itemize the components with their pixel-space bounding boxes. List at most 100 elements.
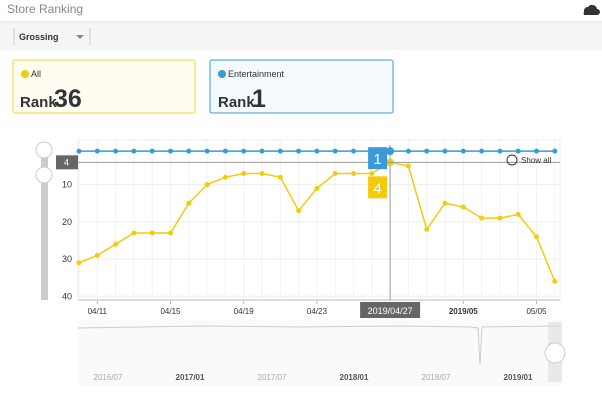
point bbox=[241, 148, 247, 154]
point bbox=[186, 200, 192, 206]
point bbox=[351, 148, 356, 154]
point bbox=[332, 148, 338, 154]
scroll-handle[interactable] bbox=[35, 166, 53, 184]
point bbox=[241, 170, 247, 176]
navigator-line bbox=[77, 325, 561, 366]
point bbox=[222, 148, 228, 154]
point bbox=[460, 204, 466, 210]
x-tick-label: 2019/05 bbox=[449, 307, 478, 316]
zoom-icon[interactable] bbox=[506, 154, 518, 166]
point bbox=[332, 170, 338, 176]
point bbox=[314, 148, 320, 154]
point bbox=[386, 147, 395, 156]
y-scrollbar[interactable] bbox=[41, 145, 48, 300]
card bbox=[12, 59, 196, 114]
point bbox=[259, 148, 265, 154]
scroll-handle[interactable] bbox=[35, 141, 53, 159]
point bbox=[351, 170, 356, 176]
point bbox=[497, 148, 503, 154]
point bbox=[113, 148, 119, 154]
tooltip-value: 1 bbox=[373, 151, 381, 168]
x-tick-label: 04/23 bbox=[307, 307, 328, 316]
point bbox=[552, 278, 558, 284]
point bbox=[479, 215, 485, 221]
point bbox=[259, 170, 265, 176]
navigator-label: 2017/01 bbox=[176, 373, 205, 382]
point bbox=[222, 174, 228, 180]
card-rank: 1 bbox=[252, 85, 266, 113]
y-cursor-box bbox=[56, 155, 78, 170]
card-rank: 36 bbox=[54, 85, 82, 113]
point bbox=[515, 211, 521, 217]
x-cursor-box bbox=[360, 302, 421, 318]
toolbar bbox=[0, 23, 602, 50]
point bbox=[442, 148, 448, 154]
point bbox=[479, 148, 485, 154]
dropdown-arrow[interactable] bbox=[76, 35, 84, 39]
x-tick-label: 04/11 bbox=[88, 307, 108, 316]
point bbox=[534, 148, 539, 154]
point bbox=[460, 148, 466, 154]
point bbox=[552, 148, 558, 154]
point bbox=[442, 200, 448, 206]
point bbox=[296, 148, 302, 154]
point bbox=[76, 148, 82, 154]
point bbox=[515, 148, 521, 154]
point bbox=[405, 163, 411, 169]
point bbox=[277, 174, 283, 180]
card-label: Rank bbox=[20, 94, 57, 111]
point bbox=[94, 252, 100, 258]
y-tick-label: 10 bbox=[62, 180, 72, 190]
y-tick-label: 40 bbox=[62, 291, 72, 301]
navigator-label: 2019/01 bbox=[504, 373, 533, 382]
navigator[interactable] bbox=[78, 320, 562, 385]
point bbox=[277, 148, 283, 154]
tooltip-value: 4 bbox=[373, 180, 381, 197]
point bbox=[296, 208, 302, 214]
x-tick-label: 04/19 bbox=[234, 307, 255, 316]
point bbox=[424, 226, 430, 232]
point bbox=[94, 148, 100, 154]
navigator-label: 2018/01 bbox=[340, 373, 369, 382]
tooltip bbox=[368, 176, 388, 199]
point bbox=[186, 148, 192, 154]
card-name: All bbox=[31, 69, 41, 79]
navigator-handle[interactable] bbox=[544, 342, 566, 364]
point bbox=[204, 148, 210, 154]
card-dot bbox=[21, 70, 29, 78]
y-tick-label: 20 bbox=[62, 217, 72, 227]
point bbox=[168, 230, 173, 236]
x-tick-label: 05/05 bbox=[526, 307, 547, 316]
y-tick-label: 30 bbox=[62, 254, 72, 264]
navigator-label: 2017/07 bbox=[258, 373, 287, 382]
tooltip bbox=[368, 147, 388, 170]
point bbox=[131, 148, 137, 154]
point bbox=[149, 148, 155, 154]
navigator-label: 2018/07 bbox=[422, 373, 451, 382]
point bbox=[424, 148, 430, 154]
point bbox=[168, 148, 173, 154]
page-title: Store Ranking bbox=[7, 2, 83, 16]
point bbox=[131, 230, 137, 236]
zoom-reset[interactable]: Show all bbox=[521, 156, 551, 165]
y-cursor-label: 4 bbox=[64, 157, 69, 167]
point bbox=[149, 230, 155, 236]
x-cursor-label: 2019/04/27 bbox=[368, 306, 413, 316]
point bbox=[314, 185, 320, 191]
point bbox=[204, 182, 210, 188]
point bbox=[405, 148, 411, 154]
card-name: Entertainment bbox=[228, 69, 285, 79]
card bbox=[209, 59, 394, 114]
point bbox=[534, 234, 539, 240]
dropdown[interactable]: Grossing bbox=[19, 32, 59, 42]
card-label: Rank bbox=[218, 94, 255, 111]
card-dot bbox=[218, 70, 226, 78]
point bbox=[76, 260, 82, 266]
point bbox=[497, 215, 503, 221]
point bbox=[369, 170, 375, 176]
x-tick-label: 04/15 bbox=[160, 307, 181, 316]
point bbox=[113, 241, 119, 247]
download-icon[interactable] bbox=[583, 4, 600, 15]
